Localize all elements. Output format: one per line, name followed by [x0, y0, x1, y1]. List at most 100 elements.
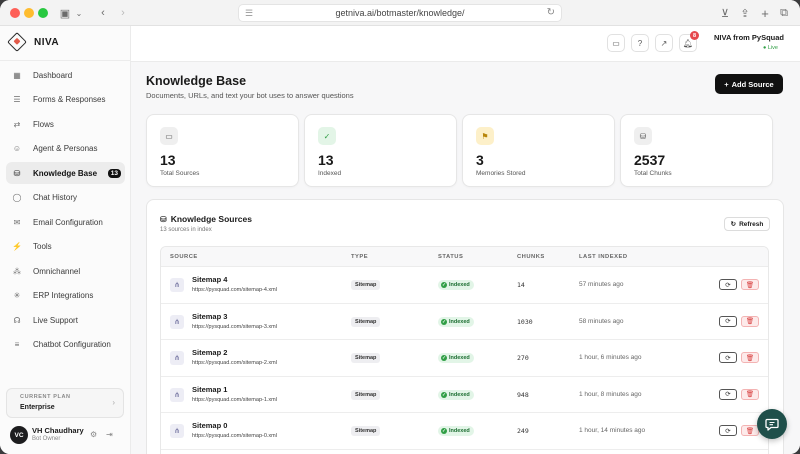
reindex-button[interactable]: ⟳ [719, 352, 737, 363]
last-indexed: 58 minutes ago [579, 317, 624, 325]
help-icon[interactable]: ? [631, 34, 649, 52]
check-icon: ✓ [441, 318, 447, 325]
address-bar[interactable]: ☰ getniva.ai/botmaster/knowledge/ ↻ [238, 4, 562, 22]
chevron-down-icon[interactable]: ⌄ [75, 8, 83, 18]
status-badge: ✓ Indexed [438, 389, 474, 400]
source-url: https://pysquad.com/sitemap-4.xml [192, 287, 277, 293]
avatar[interactable]: VC [10, 426, 28, 444]
source-name: Sitemap 4 [192, 275, 228, 284]
sidebar-item-erp-integrations[interactable]: ✳ ERP Integrations [6, 285, 125, 307]
reload-icon[interactable]: ↻ [546, 7, 555, 18]
table-row[interactable]: ⋔ Sitemap 3 https://pysquad.com/sitemap-3.… [161, 304, 768, 340]
external-link-icon[interactable]: ↗ [655, 34, 673, 52]
column-header-last-indexed: LAST INDEXED [579, 254, 628, 260]
delete-button[interactable]: 🗑︎ [741, 315, 759, 327]
table-row[interactable]: ⋔ Sitemap 0 https://pysquad.com/sitemap-0.… [161, 413, 768, 450]
status-text: Indexed [449, 355, 470, 361]
sidebar-toggle-icon[interactable]: ▣ [59, 7, 71, 20]
column-header-status: STATUS [438, 254, 464, 260]
sliders-icon: ≡ [14, 340, 20, 349]
close-window-button[interactable] [10, 8, 20, 18]
reindex-button[interactable]: ⟳ [719, 425, 737, 436]
logout-icon[interactable]: ⇥ [106, 430, 113, 439]
terminal-icon[interactable]: ▭ [607, 34, 625, 52]
sidebar-item-dashboard[interactable]: ▦ Dashboard [6, 64, 125, 86]
share-icon[interactable]: ⇪ [740, 7, 750, 20]
source-url: https://pysquad.com/sitemap-2.xml [192, 360, 277, 366]
sidebar-item-knowledge-base[interactable]: ⛁ Knowledge Base 13 [6, 162, 125, 184]
sidebar-item-label: Tools [33, 242, 52, 251]
brand-name: NIVA [34, 36, 60, 48]
sidebar-item-chat-history[interactable]: ◯ Chat History [6, 187, 125, 209]
brand[interactable]: NIVA [7, 32, 60, 52]
maximize-window-button[interactable] [38, 8, 48, 18]
sidebar-item-email-configuration[interactable]: ✉ Email Configuration [6, 211, 125, 233]
url-text: getniva.ai/botmaster/knowledge/ [335, 8, 465, 18]
type-badge: Sitemap [351, 316, 381, 327]
reindex-button[interactable]: ⟳ [719, 315, 737, 327]
new-tab-icon[interactable]: + [761, 5, 769, 21]
panel-title-text: Knowledge Sources [170, 214, 252, 224]
sitemap-icon: ⋔ [170, 351, 184, 365]
chevron-right-icon: › [112, 398, 115, 407]
sitemap-icon: ⋔ [170, 424, 184, 438]
notifications-bell-icon[interactable]: 🔔︎ 8 [679, 31, 699, 52]
delete-button[interactable]: 🗑︎ [741, 352, 759, 363]
user-role: Bot Owner [32, 436, 61, 442]
source-url: https://pysquad.com/sitemap-0.xml [192, 433, 277, 439]
knowledge-sources-panel: ⛁ Knowledge Sources 13 sources in index … [146, 199, 784, 454]
type-badge: Sitemap [351, 389, 381, 400]
plus-icon: + [724, 79, 729, 89]
current-plan-card[interactable]: CURRENT PLAN Enterprise › [6, 388, 124, 418]
sidebar-item-forms-responses[interactable]: ☰ Forms & Responses [6, 89, 125, 111]
sidebar-item-chatbot-configuration[interactable]: ≡ Chatbot Configuration [6, 334, 125, 356]
table-row[interactable]: ⋔ Sitemap 4 https://pysquad.com/sitemap-4.… [161, 267, 768, 304]
sidebar-item-label: Email Configuration [33, 217, 103, 227]
chunk-count: 948 [517, 390, 529, 399]
settings-gear-icon[interactable]: ⚙ [90, 430, 98, 439]
sidebar-item-live-support[interactable]: ☊ Live Support [6, 309, 125, 331]
minimize-window-button[interactable] [24, 8, 34, 18]
chat-widget-button[interactable] [757, 409, 787, 439]
sitemap-icon: ⋔ [170, 387, 184, 402]
sidebar-item-tools[interactable]: ⚡ Tools [6, 236, 125, 258]
status-badge: ✓ Indexed [438, 316, 474, 327]
omnichannel-icon: ⁂ [13, 266, 21, 276]
status-text: Indexed [449, 318, 470, 325]
sidebar: NIVA ▦ Dashboard ☰ Forms & Responses ⇄ Flows ☺… [0, 26, 131, 454]
count-badge: 13 [107, 168, 121, 178]
flows-icon: ⇄ [13, 119, 21, 129]
download-icon[interactable]: ⊻ [720, 7, 730, 20]
stat-value: 13 [160, 152, 176, 168]
tabs-overview-icon[interactable]: ⧉ [780, 6, 788, 19]
last-indexed: 57 minutes ago [579, 281, 624, 288]
forward-icon[interactable]: › [121, 7, 125, 19]
back-icon[interactable]: ‹ [101, 7, 105, 19]
sidebar-item-label: Chat History [33, 193, 78, 202]
stat-card-indexed: ✓ 13 Indexed [304, 114, 457, 187]
bookmark-icon: ⚑ [476, 127, 494, 145]
stat-value: 3 [476, 152, 484, 168]
reindex-button[interactable]: ⟳ [719, 279, 737, 290]
type-badge: Sitemap [351, 280, 381, 290]
sidebar-item-omnichannel[interactable]: ⁂ Omnichannel [6, 260, 125, 282]
status-text: Indexed [449, 391, 470, 398]
add-source-button[interactable]: + Add Source [715, 74, 783, 94]
reindex-button[interactable]: ⟳ [719, 388, 737, 400]
delete-button[interactable]: 🗑︎ [741, 388, 759, 400]
database-icon: ⛁ [160, 214, 167, 224]
table-body: ⋔ Sitemap 4 https://pysquad.com/sitemap-4.… [161, 267, 768, 450]
table-row[interactable]: ⋔ Sitemap 2 https://pysquad.com/sitemap-2.… [161, 340, 768, 377]
stat-label: Total Chunks [634, 170, 672, 177]
dashboard-icon: ▦ [13, 70, 21, 80]
table-row[interactable]: ⋔ Sitemap 1 https://pysquad.com/sitemap-1.… [161, 377, 768, 413]
tools-icon: ⚡ [12, 242, 22, 251]
status-badge: ✓ Indexed [438, 353, 474, 363]
sidebar-item-flows[interactable]: ⇄ Flows [6, 113, 125, 135]
sidebar-item-agent-personas[interactable]: ☺ Agent & Personas [6, 138, 125, 160]
refresh-button[interactable]: ↻ Refresh [724, 217, 770, 231]
page-settings-icon[interactable]: ☰ [245, 8, 254, 18]
sidebar-item-label: Agent & Personas [33, 144, 98, 153]
delete-button[interactable]: 🗑︎ [741, 279, 759, 290]
stat-value: 2537 [634, 152, 666, 168]
